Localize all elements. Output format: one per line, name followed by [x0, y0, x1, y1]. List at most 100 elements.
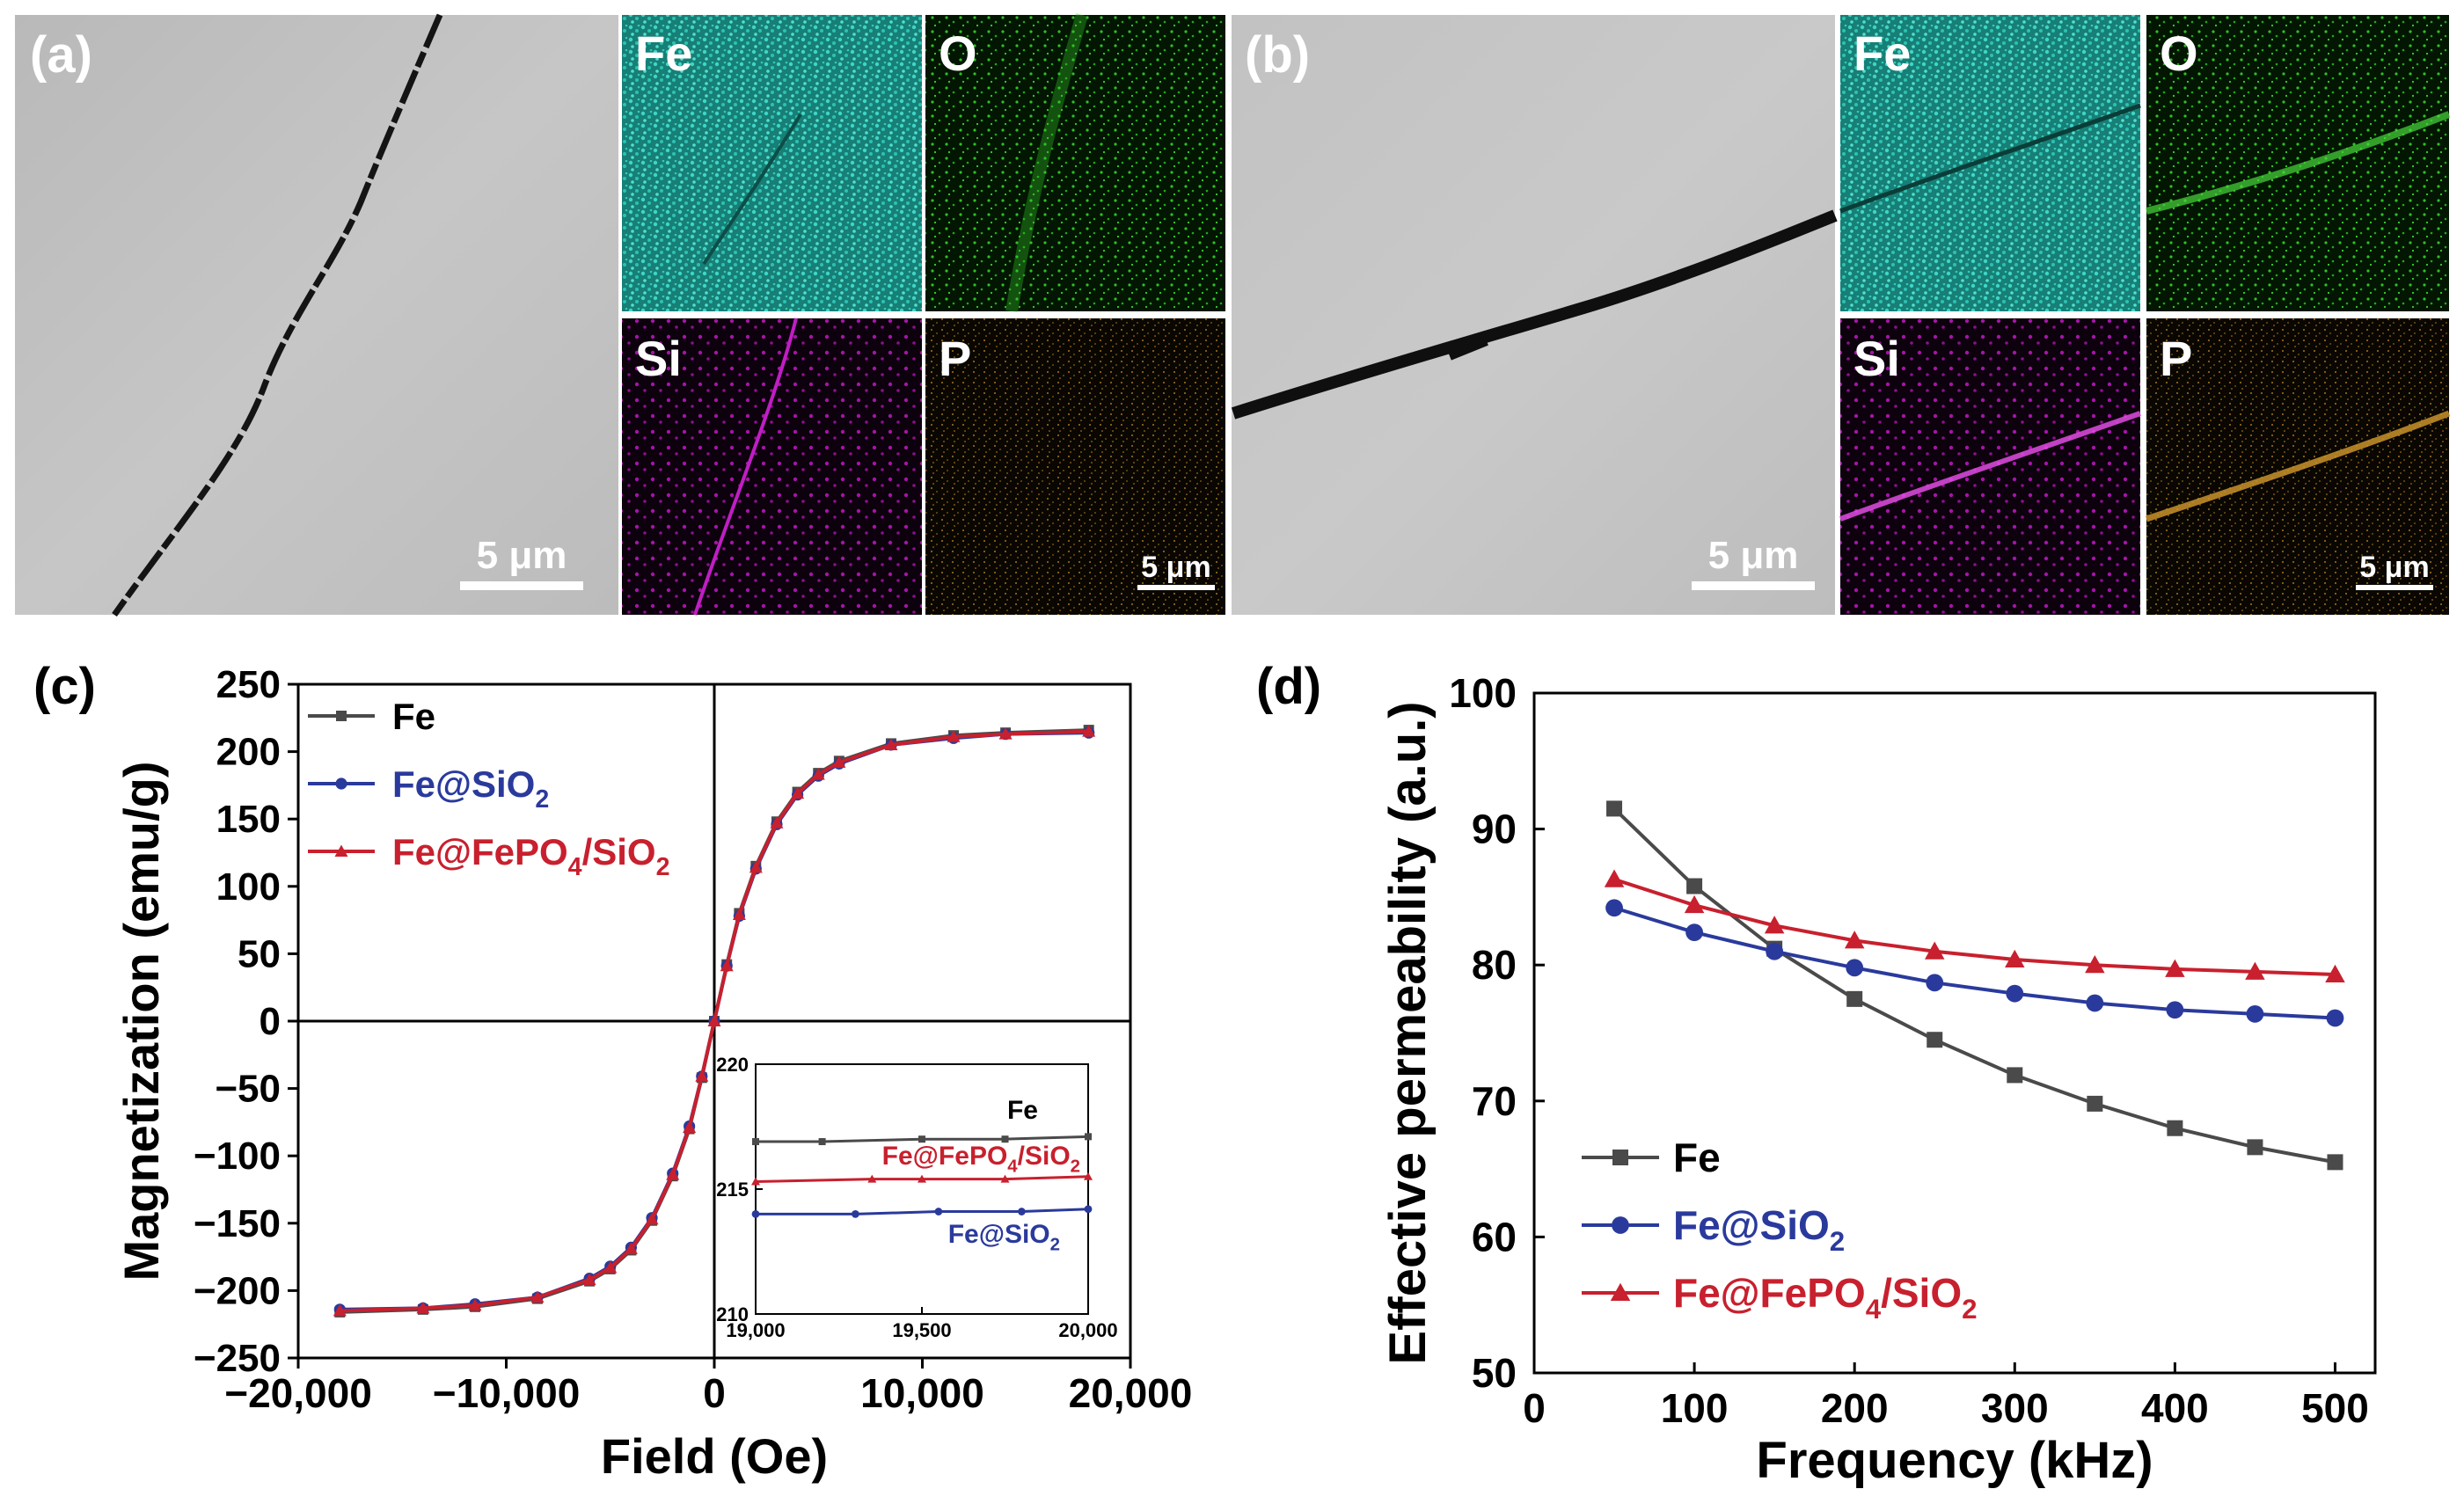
x-axis-label: Frequency (kHz) — [1756, 1432, 2153, 1489]
x-tick-label: −10,000 — [433, 1370, 581, 1416]
y-tick-label: 50 — [1472, 1350, 1517, 1396]
y-tick-label: 250 — [216, 663, 281, 706]
legend-label-part: /SiO — [582, 831, 656, 872]
data-point — [2245, 961, 2265, 980]
inset-series-label-sub: 4 — [1007, 1157, 1018, 1176]
map-o-line-b — [2146, 111, 2451, 215]
map-label-si-b: Si — [1853, 331, 1900, 386]
data-point — [2247, 1139, 2263, 1156]
legend-label-part: Fe — [392, 696, 435, 737]
data-point — [2006, 984, 2024, 1003]
sem-image-a — [15, 15, 618, 615]
data-point — [2007, 1067, 2023, 1084]
x-tick-label: 100 — [1661, 1385, 1729, 1431]
map-fe-b — [1840, 15, 2140, 311]
map-o-b — [2146, 15, 2449, 311]
data-point — [947, 730, 961, 742]
data-point — [2086, 994, 2104, 1012]
legend-marker — [335, 777, 347, 790]
x-axis-label: Field (Oe) — [601, 1428, 828, 1484]
sem-crack-b — [1231, 209, 1838, 420]
legend-label-part: Fe@FePO — [392, 831, 568, 872]
data-point — [1846, 959, 1864, 977]
data-point — [1844, 931, 1865, 949]
map-scale-bar-label-a: 5 μm — [1141, 551, 1210, 584]
plot-frame — [296, 683, 1132, 1360]
map-si-line-a — [693, 318, 798, 616]
data-point — [2326, 1009, 2344, 1027]
y-tick-label: −200 — [194, 1269, 281, 1312]
panel-label-c: (c) — [33, 658, 96, 715]
x-tick-label: 300 — [1981, 1385, 2049, 1431]
data-point — [2087, 1095, 2103, 1112]
data-point — [770, 816, 784, 828]
data-point — [811, 768, 825, 780]
y-tick-label: 100 — [216, 865, 281, 909]
legend-marker — [1612, 1150, 1628, 1165]
y-tick-label: 80 — [1472, 942, 1517, 988]
sem-crack-a — [112, 13, 443, 617]
data-point — [832, 756, 846, 768]
inset-data-point — [1084, 1205, 1093, 1214]
data-point — [2327, 1154, 2343, 1171]
data-point — [2325, 964, 2345, 983]
map-label-fe-a: Fe — [635, 26, 692, 81]
y-tick-label: 60 — [1472, 1214, 1517, 1259]
y-tick-label: −50 — [215, 1068, 281, 1111]
inset-data-point — [1000, 1174, 1010, 1183]
inset-data-point — [852, 1210, 859, 1218]
map-label-si-a: Si — [635, 331, 682, 386]
map-label-fe-b: Fe — [1853, 26, 1911, 81]
data-point — [1686, 878, 1703, 894]
data-point — [998, 727, 1013, 740]
legend-label-part: Fe — [1673, 1135, 1721, 1180]
x-tick-label: 200 — [1821, 1385, 1889, 1431]
inset-y-tick-label: 215 — [716, 1179, 749, 1201]
data-point — [2165, 959, 2185, 977]
scale-bar-label-b: 5 μm — [1708, 534, 1799, 577]
legend-label-part: Fe@FePO — [1673, 1270, 1866, 1316]
data-point — [2005, 949, 2025, 968]
inset-series-label-sub: 2 — [1050, 1235, 1060, 1254]
data-point — [666, 1168, 680, 1180]
y-tick-label: 90 — [1472, 807, 1517, 852]
inset-data-point — [752, 1138, 759, 1146]
inset-y-tick-label: 220 — [716, 1054, 749, 1076]
legend-marker — [1612, 1216, 1629, 1234]
y-axis-label: Effective permeability (a.u.) — [1379, 701, 1437, 1364]
series-line — [1613, 877, 2336, 977]
data-point — [1685, 923, 1703, 941]
data-point — [732, 908, 746, 920]
legend-label-sub: 2 — [1830, 1226, 1845, 1257]
map-o-line-a — [1005, 13, 1088, 313]
data-point — [707, 1014, 721, 1026]
inset-frame — [755, 1063, 1089, 1315]
data-point — [683, 1120, 697, 1134]
data-point — [2246, 1004, 2264, 1023]
inset-data-point — [751, 1177, 760, 1186]
data-point — [1606, 800, 1623, 817]
legend-label-part: /SiO — [1881, 1270, 1962, 1316]
scale-bar-a — [460, 581, 583, 590]
data-point — [1684, 894, 1705, 914]
inset-x-tick-label: 20,000 — [1058, 1319, 1117, 1341]
inset-data-point — [934, 1208, 943, 1215]
x-tick-label: 10,000 — [860, 1370, 984, 1416]
data-point — [2167, 1120, 2183, 1136]
inset-x-tick-label: 19,000 — [726, 1319, 785, 1341]
panel-label-d: (d) — [1256, 658, 1321, 715]
data-point — [1766, 942, 1784, 960]
data-point — [416, 1301, 430, 1314]
y-tick-label: 200 — [216, 731, 281, 774]
inset-series-label: Fe@FePO4/SiO2 — [882, 1142, 1080, 1176]
data-point — [530, 1290, 545, 1303]
map-label-o-b: O — [2160, 26, 2198, 81]
data-point — [884, 738, 898, 750]
data-point — [720, 959, 734, 972]
panel-b: (b) 5 μm Fe O Si P 5 μm — [1231, 15, 2451, 615]
legend-marker — [334, 844, 348, 857]
data-point — [1926, 974, 1944, 992]
plot-frame — [1532, 691, 2377, 1375]
data-point — [582, 1273, 596, 1286]
